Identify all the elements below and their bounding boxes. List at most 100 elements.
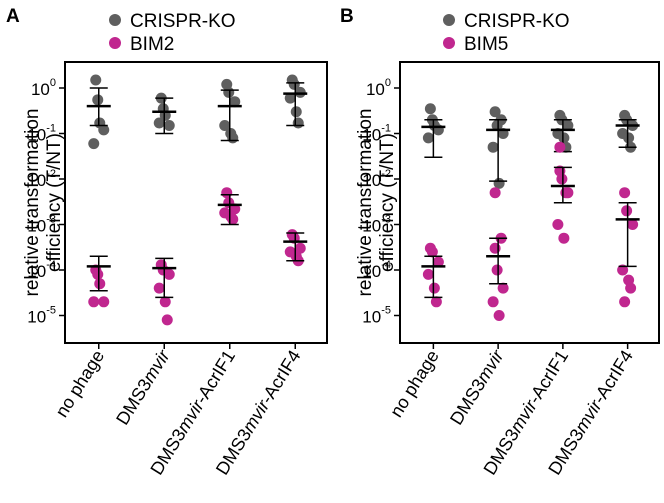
data-point xyxy=(88,138,100,150)
data-point xyxy=(558,232,570,244)
y-tick-base: 10 xyxy=(27,171,46,190)
y-tick-exponent: -3 xyxy=(381,214,391,226)
legend-label: BIM5 xyxy=(464,34,508,55)
y-axis-label-line: efficiency (T/NT) xyxy=(44,133,65,272)
data-point xyxy=(617,264,629,276)
x-tick-label: DMS3mvir xyxy=(446,346,508,429)
data-point xyxy=(623,132,635,144)
y-tick-label: 10-4 xyxy=(27,259,56,281)
data-point xyxy=(621,205,633,217)
y-tick-label: 100 xyxy=(31,77,56,99)
legend-marker xyxy=(109,37,121,49)
y-tick-exponent: -1 xyxy=(46,123,56,135)
data-point xyxy=(493,310,505,321)
y-tick-label: 10-5 xyxy=(362,305,391,327)
y-tick-exponent: -2 xyxy=(46,168,56,180)
y-tick-label: 10-1 xyxy=(362,123,391,145)
y-tick-label: 100 xyxy=(366,77,391,99)
y-tick-base: 10 xyxy=(362,217,381,236)
data-point xyxy=(161,314,173,326)
y-axis-label: relative transformationefficiency (T/NT) xyxy=(22,109,65,297)
legend-marker xyxy=(109,14,121,26)
panel-letter: B xyxy=(340,6,354,27)
x-tick-label-part: -AcrIF1 xyxy=(524,347,572,408)
data-point xyxy=(627,219,639,230)
data-point xyxy=(426,246,438,258)
y-tick-label: 10-4 xyxy=(362,259,391,281)
legend-marker xyxy=(443,37,455,49)
data-point xyxy=(284,92,296,104)
y-tick-label: 10-1 xyxy=(27,123,56,145)
data-point xyxy=(92,268,104,280)
data-point xyxy=(90,74,102,86)
legend-label: BIM2 xyxy=(130,34,174,55)
y-tick-label: 10-3 xyxy=(362,214,391,236)
legend-label: CRISPR-KO xyxy=(130,11,236,32)
legend-marker xyxy=(443,14,455,26)
data-point xyxy=(88,296,100,308)
x-tick-label-part: DMS3 xyxy=(212,425,255,478)
x-tick-label-part: DMS3 xyxy=(480,425,523,478)
y-tick-exponent: -1 xyxy=(381,123,391,135)
data-point xyxy=(552,219,564,230)
data-point xyxy=(491,264,503,276)
x-tick-label-part: no phage xyxy=(51,347,108,421)
y-tick-base: 10 xyxy=(27,262,46,281)
plot-frame xyxy=(399,61,660,344)
data-point xyxy=(619,187,631,199)
data-point xyxy=(554,141,566,153)
y-tick-label: 10-3 xyxy=(27,214,56,236)
data-point xyxy=(159,296,171,308)
data-point xyxy=(221,187,233,199)
y-tick-base: 10 xyxy=(362,171,381,190)
x-tick-label: no phage xyxy=(51,347,108,421)
data-point xyxy=(562,119,574,131)
y-axis-label-line: relative transformation xyxy=(22,109,43,297)
y-tick-label: 10-2 xyxy=(362,168,391,190)
data-point xyxy=(558,132,570,144)
y-tick-base: 10 xyxy=(27,308,46,327)
data-point xyxy=(94,278,106,290)
data-point xyxy=(487,141,499,153)
data-point xyxy=(497,282,509,294)
data-point xyxy=(288,78,300,90)
data-point xyxy=(625,282,637,294)
data-point xyxy=(422,132,434,144)
data-point xyxy=(153,117,165,129)
data-point xyxy=(290,106,302,118)
x-tick-label-part: DMS3 xyxy=(146,425,189,478)
data-point xyxy=(163,268,175,280)
y-tick-exponent: -5 xyxy=(381,305,391,317)
x-tick-label-part: -AcrIF4 xyxy=(256,347,304,408)
y-axis-label: relative transformationefficiency (T/NT) xyxy=(355,109,398,297)
y-tick-exponent: -4 xyxy=(46,259,56,271)
y-tick-base: 10 xyxy=(362,262,381,281)
y-tick-label: 10-5 xyxy=(27,305,56,327)
y-tick-exponent: -2 xyxy=(381,168,391,180)
data-point xyxy=(428,119,440,131)
data-point xyxy=(227,213,239,225)
panel-letter: A xyxy=(6,6,20,27)
x-tick-label: no phage xyxy=(386,347,443,421)
y-tick-exponent: 0 xyxy=(50,77,56,89)
data-point xyxy=(489,242,501,254)
y-tick-exponent: -4 xyxy=(381,259,391,271)
y-tick-base: 10 xyxy=(27,217,46,236)
data-point xyxy=(422,268,434,280)
y-axis-label-line: efficiency (T/NT) xyxy=(377,133,398,272)
data-point xyxy=(94,117,106,129)
data-point xyxy=(424,103,436,115)
y-tick-exponent: -3 xyxy=(46,214,56,226)
data-point xyxy=(163,119,175,131)
data-point xyxy=(294,86,306,98)
plot-frame xyxy=(64,61,328,344)
y-tick-label: 10-2 xyxy=(27,168,56,190)
y-tick-exponent: 0 xyxy=(385,77,391,89)
data-point xyxy=(92,94,104,106)
y-axis-label-line: relative transformation xyxy=(355,109,376,297)
x-tick-label-part: DMS3 xyxy=(112,375,155,428)
data-point xyxy=(432,256,444,268)
y-tick-exponent: -5 xyxy=(46,305,56,317)
